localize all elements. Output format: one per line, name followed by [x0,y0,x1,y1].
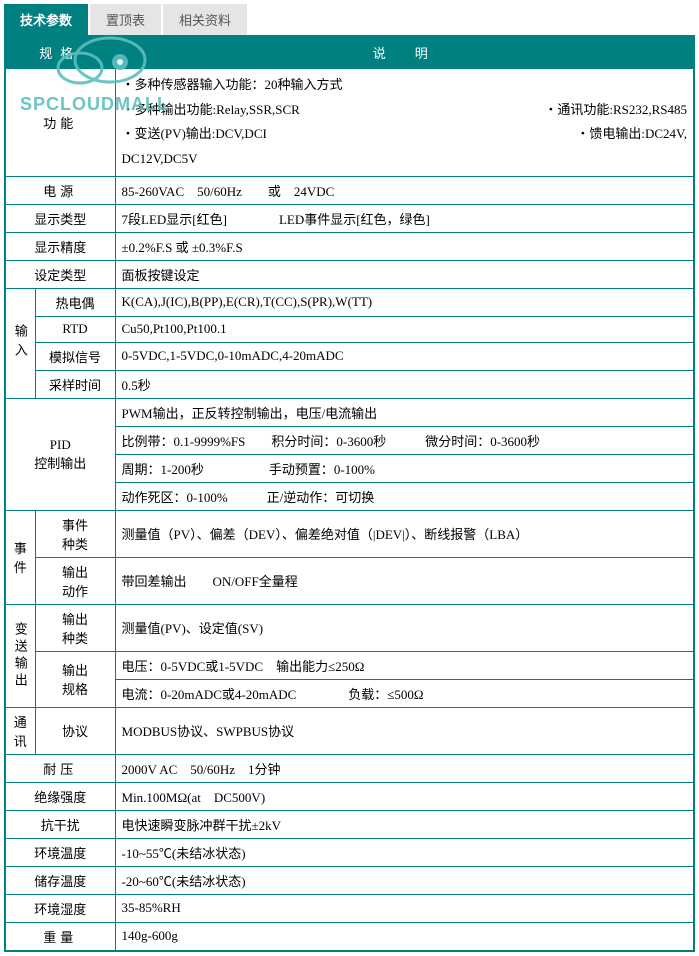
row-trans-spec1: 输出 规格 电压：0-5VDC或1-5VDC 输出能力≤250Ω [5,651,694,679]
label-set-type: 设定类型 [5,260,115,288]
label-noise: 抗干扰 [5,810,115,838]
label-trans-type: 输出 种类 [35,604,115,651]
label-power: 电源 [5,176,115,204]
table-header-row: 规格 说 明 [5,36,694,69]
row-set-type: 设定类型 面板按键设定 [5,260,694,288]
value-event-type: 测量值（PV）、偏差（DEV）、偏差绝对值（|DEV|）、断线报警（LBA） [115,510,694,557]
value-power: 85-260VAC 50/60Hz 或 24VDC [115,176,694,204]
value-humid: 35-85%RH [115,894,694,922]
label-rtd: RTD [35,316,115,342]
value-trans-spec2: 电流：0-20mADC或4-20mADC 负载：≤500Ω [115,679,694,707]
label-ana: 模拟信号 [35,342,115,370]
value-pid3: 周期：1-200秒 手动预置：0-100% [115,454,694,482]
label-envtemp: 环境温度 [5,838,115,866]
value-rtd: Cu50,Pt100,Pt100.1 [115,316,694,342]
label-event-type: 事件 种类 [35,510,115,557]
label-event-out: 输出 动作 [35,557,115,604]
row-input-ana: 模拟信号 0-5VDC,1-5VDC,0-10mADC,4-20mADC [5,342,694,370]
row-disp-acc: 显示精度 ±0.2%F.S 或 ±0.3%F.S [5,232,694,260]
header-spec: 规格 [5,36,115,69]
value-comm: MODBUS协议、SWPBUS协议 [115,707,694,754]
row-weight: 重量 140g-600g [5,922,694,951]
value-disp-type: 7段LED显示[红色] LED事件显示[红色，绿色] [115,204,694,232]
value-event-out: 带回差输出 ON/OFF全量程 [115,557,694,604]
row-input-samp: 采样时间 0.5秒 [5,370,694,398]
label-function: 功能 [5,69,115,177]
header-desc: 说 明 [115,36,694,69]
label-samp: 采样时间 [35,370,115,398]
value-stortemp: -20~60℃(未结冰状态) [115,866,694,894]
value-disp-acc: ±0.2%F.S 或 ±0.3%F.S [115,232,694,260]
value-insul: Min.100MΩ(at DC500V) [115,782,694,810]
label-withstand: 耐压 [5,754,115,782]
label-insul: 绝缘强度 [5,782,115,810]
value-trans-type: 测量值(PV)、设定值(SV) [115,604,694,651]
value-withstand: 2000V AC 50/60Hz 1分钟 [115,754,694,782]
group-comm: 通讯 [5,707,35,754]
label-weight: 重量 [5,922,115,951]
group-input: 输入 [5,288,35,398]
tab-related[interactable]: 相关资料 [163,4,247,35]
value-tc: K(CA),J(IC),B(PP),E(CR),T(CC),S(PR),W(TT… [115,288,694,316]
value-ana: 0-5VDC,1-5VDC,0-10mADC,4-20mADC [115,342,694,370]
row-event-out: 输出 动作 带回差输出 ON/OFF全量程 [5,557,694,604]
value-envtemp: -10~55℃(未结冰状态) [115,838,694,866]
row-function: 功能 ・多种传感器输入功能：20种输入方式 ・多种输出功能:Relay,SSR,… [5,69,694,177]
row-trans-type: 变送输出 输出 种类 测量值(PV)、设定值(SV) [5,604,694,651]
label-stortemp: 储存温度 [5,866,115,894]
value-weight: 140g-600g [115,922,694,951]
spec-table: 规格 说 明 功能 ・多种传感器输入功能：20种输入方式 ・多种输出功能:Rel… [4,35,695,952]
label-humid: 环境湿度 [5,894,115,922]
row-withstand: 耐压 2000V AC 50/60Hz 1分钟 [5,754,694,782]
value-pid2: 比例带：0.1-9999%FS 积分时间：0-3600秒 微分时间：0-3600… [115,426,694,454]
label-pid: PID 控制输出 [5,398,115,510]
value-set-type: 面板按键设定 [115,260,694,288]
row-input-tc: 输入 热电偶 K(CA),J(IC),B(PP),E(CR),T(CC),S(P… [5,288,694,316]
value-pid4: 动作死区：0-100% 正/逆动作：可切换 [115,482,694,510]
value-pid1: PWM输出，正反转控制输出，电压/电流输出 [115,398,694,426]
row-stortemp: 储存温度 -20~60℃(未结冰状态) [5,866,694,894]
label-disp-type: 显示类型 [5,204,115,232]
value-trans-spec1: 电压：0-5VDC或1-5VDC 输出能力≤250Ω [115,651,694,679]
value-function: ・多种传感器输入功能：20种输入方式 ・多种输出功能:Relay,SSR,SCR… [115,69,694,177]
row-comm: 通讯 协议 MODBUS协议、SWPBUS协议 [5,707,694,754]
label-trans-spec: 输出 规格 [35,651,115,707]
value-samp: 0.5秒 [115,370,694,398]
label-comm: 协议 [35,707,115,754]
row-input-rtd: RTD Cu50,Pt100,Pt100.1 [5,316,694,342]
row-humid: 环境湿度 35-85%RH [5,894,694,922]
row-noise: 抗干扰 电快速瞬变脉冲群干扰±2kV [5,810,694,838]
value-noise: 电快速瞬变脉冲群干扰±2kV [115,810,694,838]
row-power: 电源 85-260VAC 50/60Hz 或 24VDC [5,176,694,204]
row-disp-type: 显示类型 7段LED显示[红色] LED事件显示[红色，绿色] [5,204,694,232]
row-insul: 绝缘强度 Min.100MΩ(at DC500V) [5,782,694,810]
label-disp-acc: 显示精度 [5,232,115,260]
group-event: 事件 [5,510,35,604]
row-envtemp: 环境温度 -10~55℃(未结冰状态) [5,838,694,866]
label-tc: 热电偶 [35,288,115,316]
group-trans: 变送输出 [5,604,35,707]
row-pid-1: PID 控制输出 PWM输出，正反转控制输出，电压/电流输出 [5,398,694,426]
row-event-type: 事件 事件 种类 测量值（PV）、偏差（DEV）、偏差绝对值（|DEV|）、断线… [5,510,694,557]
tabs: 技术参数 置顶表 相关资料 [4,4,695,35]
tab-top-table[interactable]: 置顶表 [90,4,161,35]
tab-tech-params[interactable]: 技术参数 [4,4,88,35]
